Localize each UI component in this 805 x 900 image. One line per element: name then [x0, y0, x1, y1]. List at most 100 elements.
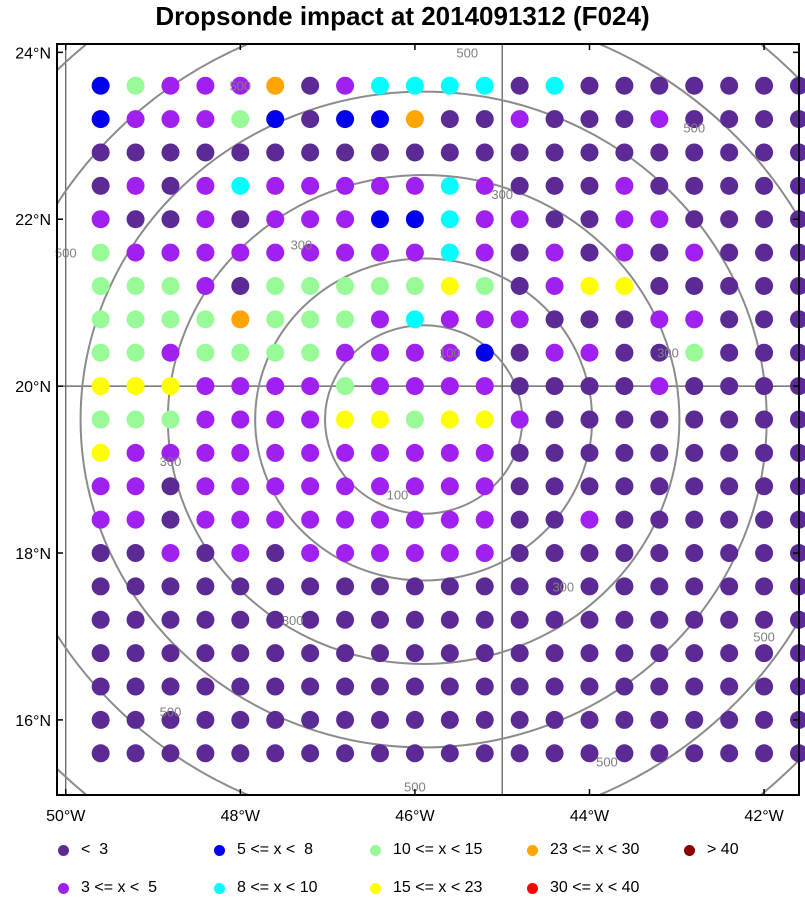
- impact-point: [405, 310, 424, 329]
- impact-point: [615, 276, 634, 295]
- impact-point: [755, 276, 774, 295]
- impact-point: [685, 176, 704, 195]
- axis-ticks: 50°W 48°W 46°W 44°W 42°W 24°N 22°N 20°N 18°N 16°N: [15, 44, 799, 825]
- impact-point: [161, 76, 180, 95]
- impact-point: [405, 544, 424, 563]
- impact-point: [301, 377, 320, 396]
- impact-point: [336, 276, 355, 295]
- impact-point: [545, 710, 564, 729]
- impact-point: [650, 176, 669, 195]
- impact-point: [790, 510, 805, 529]
- impact-point: [475, 243, 494, 262]
- impact-point: [196, 410, 215, 429]
- impact-point: [475, 310, 494, 329]
- impact-point: [475, 377, 494, 396]
- impact-point: [370, 477, 389, 496]
- impact-point: [301, 343, 320, 362]
- impact-point: [650, 276, 669, 295]
- impact-point: [405, 443, 424, 462]
- impact-point: [580, 443, 599, 462]
- impact-point: [196, 577, 215, 596]
- impact-point: [615, 710, 634, 729]
- impact-point: [301, 443, 320, 462]
- impact-point: [720, 377, 739, 396]
- impact-point: [720, 176, 739, 195]
- impact-point: [475, 644, 494, 663]
- impact-point: [510, 510, 529, 529]
- impact-point: [685, 644, 704, 663]
- impact-point: [755, 744, 774, 763]
- impact-point: [615, 443, 634, 462]
- impact-point: [266, 110, 285, 129]
- impact-point: [301, 276, 320, 295]
- impact-point: [475, 343, 494, 362]
- impact-point: [440, 310, 459, 329]
- impact-point: [545, 577, 564, 596]
- legend-item: < 3: [58, 840, 108, 860]
- impact-point: [650, 610, 669, 629]
- impact-point: [91, 210, 110, 229]
- legend-item: > 40: [684, 840, 739, 860]
- impact-point: [545, 143, 564, 162]
- legend-item: 23 <= x < 30: [527, 840, 639, 860]
- impact-point: [755, 143, 774, 162]
- impact-point: [336, 343, 355, 362]
- impact-point: [475, 210, 494, 229]
- legend-swatch: [370, 882, 381, 894]
- range-ring-label: 500: [160, 705, 182, 720]
- impact-point: [370, 510, 389, 529]
- impact-point: [440, 710, 459, 729]
- impact-point: [720, 343, 739, 362]
- impact-point: [545, 343, 564, 362]
- impact-point: [231, 710, 250, 729]
- impact-point: [545, 410, 564, 429]
- impact-point: [161, 744, 180, 763]
- impact-point: [510, 544, 529, 563]
- impact-point: [510, 710, 529, 729]
- impact-point: [405, 276, 424, 295]
- impact-point: [91, 610, 110, 629]
- range-ring-label: 500: [404, 780, 426, 795]
- impact-point: [301, 110, 320, 129]
- impact-point: [196, 143, 215, 162]
- impact-point: [231, 310, 250, 329]
- impact-point: [370, 243, 389, 262]
- legend-label: 8 <= x < 10: [237, 879, 318, 896]
- impact-point: [126, 243, 145, 262]
- impact-point: [475, 110, 494, 129]
- impact-point: [790, 677, 805, 696]
- impact-point: [440, 477, 459, 496]
- range-ring-label: 500: [55, 246, 77, 261]
- impact-point: [231, 76, 250, 95]
- impact-point: [336, 644, 355, 663]
- impact-point: [685, 710, 704, 729]
- impact-point: [196, 610, 215, 629]
- impact-point: [475, 477, 494, 496]
- impact-point: [405, 76, 424, 95]
- impact-point: [790, 343, 805, 362]
- impact-point: [790, 76, 805, 95]
- impact-point: [545, 243, 564, 262]
- range-ring-label: 500: [596, 755, 618, 770]
- range-ring-label: 500: [229, 79, 251, 94]
- impact-point: [231, 210, 250, 229]
- x-tick-label: 50°W: [46, 808, 86, 825]
- impact-point: [755, 644, 774, 663]
- impact-point: [475, 176, 494, 195]
- impact-point: [440, 377, 459, 396]
- impact-point: [545, 276, 564, 295]
- impact-point: [370, 644, 389, 663]
- impact-point: [126, 744, 145, 763]
- impact-point: [161, 610, 180, 629]
- impact-point: [755, 410, 774, 429]
- impact-point: [685, 110, 704, 129]
- range-ring-label: 300: [282, 613, 304, 628]
- y-tick-label: 16°N: [15, 713, 51, 730]
- impact-point: [790, 443, 805, 462]
- impact-point: [440, 176, 459, 195]
- impact-point: [301, 176, 320, 195]
- impact-point: [370, 677, 389, 696]
- impact-point: [370, 143, 389, 162]
- impact-point: [440, 76, 459, 95]
- impact-point: [336, 243, 355, 262]
